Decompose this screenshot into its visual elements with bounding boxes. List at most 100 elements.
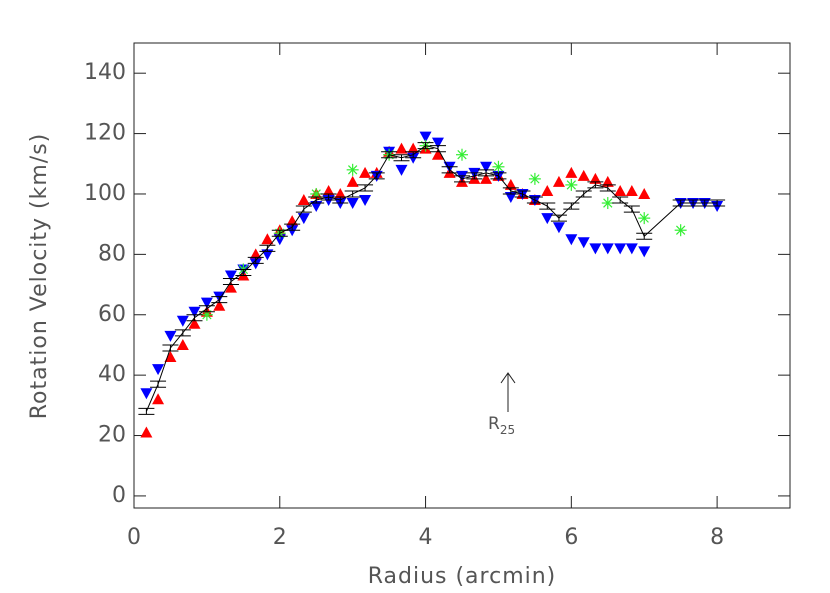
point: [213, 299, 226, 311]
error-bar: [162, 344, 179, 352]
error-bar: [587, 181, 604, 189]
point: [407, 142, 420, 154]
point: [224, 281, 237, 293]
error-bar: [526, 196, 543, 204]
error-bar: [357, 184, 374, 192]
point: [188, 317, 201, 329]
point: [176, 338, 189, 350]
point: [638, 187, 651, 199]
error-bar: [222, 278, 239, 286]
point: [674, 224, 687, 237]
y-tick-label: 60: [98, 302, 126, 327]
point: [359, 166, 372, 178]
x-tick-label: 4: [419, 525, 433, 550]
point: [224, 270, 237, 282]
error-bar: [417, 142, 434, 150]
error-bar: [308, 196, 325, 204]
point: [200, 297, 213, 309]
point: [565, 178, 578, 191]
point: [188, 306, 201, 318]
asterisk-stroke: [566, 180, 577, 190]
x-tick-label: 0: [127, 525, 141, 550]
y-tick-label: 100: [84, 181, 126, 206]
error-bar: [405, 151, 422, 159]
point: [297, 213, 310, 225]
point: [395, 164, 408, 176]
asterisk-stroke: [457, 150, 467, 160]
point: [431, 148, 444, 160]
error-bar: [623, 205, 640, 213]
error-bar: [235, 268, 252, 276]
error-bar: [441, 166, 458, 174]
error-bar: [393, 154, 410, 162]
point: [504, 191, 517, 203]
point: [589, 172, 602, 184]
point: [297, 194, 310, 206]
point: [334, 187, 347, 199]
point: [638, 212, 651, 225]
error-bar: [490, 172, 507, 180]
x-axis-title: Radius (arcmin): [368, 564, 557, 589]
point: [456, 148, 468, 161]
point: [541, 184, 554, 196]
error-bar: [563, 202, 580, 210]
point: [164, 330, 177, 342]
error-bar: [502, 187, 519, 195]
point: [152, 364, 165, 376]
annotation: R25: [488, 414, 515, 437]
annotation-arrowhead: [500, 372, 516, 384]
y-tick-label: 80: [98, 241, 126, 266]
point: [589, 243, 602, 255]
point: [565, 234, 578, 246]
point: [625, 184, 638, 196]
point: [480, 161, 493, 173]
point: [625, 243, 638, 255]
error-bar: [174, 329, 191, 337]
point: [552, 222, 565, 234]
point: [176, 315, 189, 327]
error-bar: [454, 175, 470, 183]
y-tick-label: 140: [84, 60, 126, 85]
error-bar: [295, 205, 312, 213]
point: [480, 172, 493, 184]
point: [528, 172, 541, 185]
point: [140, 426, 153, 438]
point: [601, 243, 614, 255]
point: [164, 351, 177, 363]
x-tick-label: 6: [564, 525, 578, 550]
asterisk-stroke: [530, 174, 540, 184]
error-bar: [284, 223, 301, 231]
point: [577, 237, 590, 249]
point: [614, 243, 627, 255]
error-bar: [550, 214, 567, 222]
point: [322, 184, 335, 196]
error-bar: [247, 256, 264, 264]
x-tick-label: 8: [710, 525, 724, 550]
point: [431, 137, 444, 149]
asterisk-stroke: [347, 165, 358, 175]
asterisk-stroke: [675, 225, 686, 235]
point: [492, 160, 505, 173]
error-bar: [320, 193, 337, 201]
point: [261, 233, 274, 245]
y-tick-label: 20: [98, 423, 126, 448]
error-bar: [186, 314, 203, 322]
error-bar: [709, 199, 726, 207]
y-tick-label: 120: [84, 121, 126, 146]
annotation-text: R: [488, 414, 500, 434]
error-bar: [429, 145, 446, 153]
error-bar: [344, 190, 361, 198]
point: [601, 175, 614, 187]
error-bar: [381, 151, 398, 159]
error-bar: [612, 196, 629, 204]
point: [346, 175, 359, 187]
point: [577, 169, 590, 181]
point: [359, 195, 372, 207]
point: [614, 184, 627, 196]
error-bar: [211, 296, 228, 304]
error-bar: [539, 202, 556, 210]
annotation-subscript: 25: [500, 423, 515, 437]
point: [601, 197, 614, 210]
point: [541, 213, 554, 225]
